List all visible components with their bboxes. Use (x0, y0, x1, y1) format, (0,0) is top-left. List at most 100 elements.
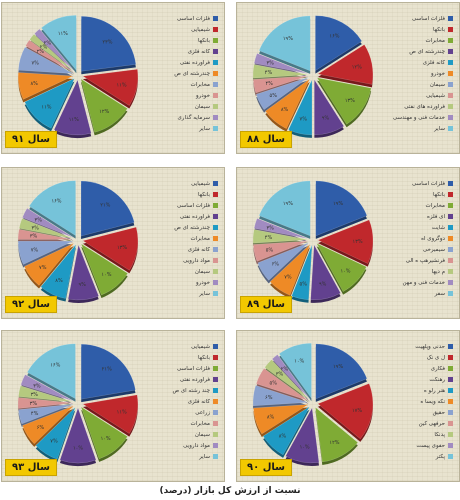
legend-item: شیمیایی (158, 24, 218, 35)
legend-label: خودرو (195, 279, 210, 286)
legend-item: حقیق (393, 407, 453, 418)
pie-slice (252, 385, 309, 407)
legend-label: رهنکت (429, 376, 445, 383)
legend-item: فلزات اساسی (393, 178, 453, 189)
pie-slice (35, 407, 76, 460)
pie-slice (314, 79, 345, 136)
legend-swatch (448, 421, 453, 426)
pie-slice (82, 68, 139, 106)
pie-slice (18, 385, 74, 403)
pie-slice (17, 72, 74, 100)
legend-swatch (448, 115, 453, 120)
legend-swatch (213, 71, 218, 76)
pie-slice (253, 218, 309, 239)
pie-slice (59, 407, 97, 464)
legend-swatch (448, 258, 453, 263)
legend-item: کانه فلزی (158, 396, 218, 407)
year-label: سال ۹۳ (5, 459, 57, 476)
slice-value-label: ۴% (265, 70, 273, 76)
legend-item: کانه فلزی (158, 244, 218, 255)
legend-label: فلزات اساسی (177, 15, 210, 22)
legend-swatch (448, 225, 453, 230)
legend-swatch (448, 236, 453, 241)
legend-swatch (213, 291, 218, 296)
slice-value-label: ۱۰% (101, 436, 111, 442)
slice-value-label: ۱۶% (50, 362, 60, 368)
legend-item: سیمان (158, 266, 218, 277)
legend-swatch (448, 247, 453, 252)
legend-label: بانکها (198, 354, 210, 361)
legend-label: فلزات اساسی (412, 15, 445, 22)
slice-value-label: ۱۰% (101, 272, 111, 278)
slice-value-label: ۲۱% (102, 367, 112, 373)
slice-value-label: ۱۲% (99, 109, 109, 115)
legend-label: م دیها (431, 268, 445, 275)
legend-label: سایر (199, 453, 210, 460)
pie-chart: ۱۹% ۱۷% ۱۲% ۱۰% ۸% ۸% ۶% ۵% ۳%۲% ۱۰% (252, 343, 374, 466)
legend-label: چند رشته ای ص (172, 387, 210, 394)
slice-value-label: ۱۳% (345, 98, 355, 104)
slice-value-label: ۲۱% (100, 203, 110, 209)
legend-swatch (448, 16, 453, 21)
pie-slice (252, 64, 309, 79)
slice-value-label: ۴% (31, 411, 39, 417)
legend-swatch (448, 192, 453, 197)
pie-slice (258, 180, 311, 237)
pie-slice (288, 79, 313, 136)
pie-chart: ۲۳%۱۱%۱۲%۱۱%۱۱%۸%۷%۲%۲%۲%۱۱% (17, 15, 139, 138)
legend-swatch (213, 388, 218, 393)
slice-value-label: ۳% (276, 371, 284, 377)
legend-item: سایر (158, 451, 218, 462)
pie-slice (257, 242, 309, 281)
legend-label: فلزات اساسی (177, 365, 210, 372)
slice-value-label: ۷% (31, 248, 39, 254)
legend-item: ل ی نک (393, 352, 453, 363)
slice-value-label: ۵% (270, 381, 278, 387)
pie-slice (26, 343, 76, 400)
legend-label: مخابرات (190, 420, 210, 427)
legend-swatch (448, 93, 453, 98)
legend-label: چندرشته ای ص (174, 70, 210, 77)
legend-swatch (448, 410, 453, 415)
legend-swatch (213, 410, 218, 415)
legend-item: سیمان (158, 101, 218, 112)
legend-label: حدنی وپلهیت (415, 343, 445, 350)
slice-value-label: ۱۲% (329, 440, 339, 446)
legend-label: خدمات فنی و مهندسی (392, 114, 445, 121)
pie-slice (17, 228, 74, 240)
year-label: سال ۸۹ (240, 296, 292, 313)
legend-label: سیمان (194, 103, 210, 110)
legend-item: چند رشته ای ص (158, 385, 218, 396)
legend-swatch (213, 104, 218, 109)
legend-label: کانه فلزی (187, 246, 210, 253)
pie-slice (264, 359, 310, 400)
legend-item: فلزات اساسی (393, 13, 453, 24)
slice-value-label: ۳% (266, 225, 274, 231)
legend-item: بانکها (158, 189, 218, 200)
pie-slice (80, 243, 128, 296)
chart-legend: فلزات اساسی بانکها مخابرات چندرشته ای ص کانه… (393, 13, 453, 134)
legend-swatch (448, 291, 453, 296)
pie-slice (315, 406, 359, 463)
legend-swatch (448, 214, 453, 219)
slice-value-label: ۳% (31, 392, 39, 398)
legend-label: فلزات اساسی (177, 202, 210, 209)
pie-slice (67, 244, 99, 301)
chart-legend: حدنی وپلهیت ل ی نک فکاری رهنکت هنر رلو ه نکه … (393, 341, 453, 462)
slice-value-label: ۱۰% (294, 358, 304, 364)
legend-item: سایر (393, 123, 453, 134)
legend-label: شیمیایی (191, 343, 210, 350)
legend-item: کانه فلزی (393, 57, 453, 68)
legend-item: شیمیایی (158, 178, 218, 189)
legend-swatch (448, 454, 453, 459)
chart-panel-90: ۱۹% ۱۷% ۱۲% ۱۰% ۸% ۸% ۶% ۵% ۳% ۲% ۱۰% حدنی وپلهیت ل… (236, 330, 460, 482)
legend-label: چندرشته ای ص (174, 224, 210, 231)
legend-label: سرمایه گذاری (177, 114, 211, 121)
legend-swatch (213, 214, 218, 219)
legend-item: خدمات فنی و مهندسی (393, 112, 453, 123)
pie-slice (24, 242, 75, 286)
legend-swatch (448, 355, 453, 360)
pie-slice (17, 240, 74, 265)
legend-swatch (213, 115, 218, 120)
pie-slice (82, 226, 139, 271)
